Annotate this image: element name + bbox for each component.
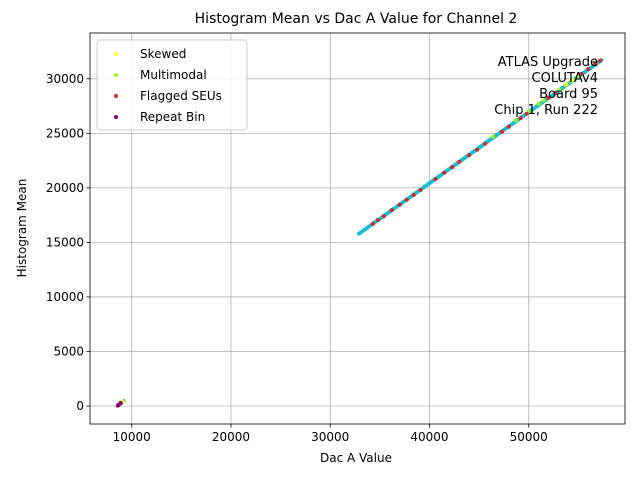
point-multimodal	[575, 74, 580, 79]
point-multimodal	[536, 101, 541, 106]
y-tick-label: 5000	[53, 344, 84, 358]
legend-label-repeat-bin: Repeat Bin	[140, 110, 205, 124]
legend: Skewed Multimodal Flagged SEUs Repeat Bin	[96, 39, 248, 131]
point-flagged-seus	[381, 214, 386, 219]
y-tick-label: 30000	[46, 72, 84, 86]
point-flagged-seus	[546, 95, 551, 100]
y-axis-label: Histogram Mean	[15, 179, 29, 278]
point-flagged-seus	[450, 165, 455, 170]
point-flagged-seus	[375, 218, 380, 223]
point-flagged-seus	[475, 147, 480, 152]
point-flagged-seus	[593, 62, 598, 67]
point-multimodal	[541, 98, 546, 103]
y-tick-label: 20000	[46, 181, 84, 195]
legend-marker-skewed	[114, 52, 118, 56]
y-tick-label: 10000	[46, 290, 84, 304]
legend-label-flagged-seus: Flagged SEUs	[140, 89, 222, 103]
point-repeat-bin	[118, 401, 123, 406]
point-multimodal	[557, 87, 562, 92]
point-skewed	[564, 82, 569, 87]
point-flagged-seus	[389, 208, 394, 213]
point-flagged-seus	[518, 116, 523, 121]
point-flagged-seus	[433, 177, 438, 182]
annotation-line: ATLAS Upgrade	[498, 55, 598, 70]
point-flagged-seus	[579, 71, 584, 76]
point-flagged-seus	[404, 197, 409, 202]
y-tick-label: 0	[76, 399, 84, 413]
y-tick-label: 25000	[46, 126, 84, 140]
legend-label-multimodal: Multimodal	[140, 68, 207, 82]
annotation-line: COLUTAv4	[532, 71, 598, 86]
point-flagged-seus	[442, 170, 447, 175]
y-tick-label: 15000	[46, 235, 84, 249]
point-flagged-seus	[418, 188, 423, 193]
point-flagged-seus	[467, 153, 472, 158]
point-flagged-seus	[499, 129, 504, 134]
chart-title: Histogram Mean vs Dac A Value for Channe…	[195, 11, 518, 27]
plot-frame	[89, 32, 626, 425]
legend-label-skewed: Skewed	[140, 47, 186, 61]
x-axis-label: Dac A Value	[320, 451, 392, 465]
legend-box	[96, 39, 248, 131]
x-tick-label: 50000	[510, 430, 548, 444]
legend-marker-flagged-seus	[114, 94, 118, 98]
point-multimodal	[513, 118, 518, 123]
annotation-line: Chip 1, Run 222	[494, 103, 598, 118]
point-flagged-seus	[483, 141, 488, 146]
point-flagged-seus	[506, 124, 511, 129]
x-tick-label: 20000	[212, 430, 250, 444]
x-tick-label: 40000	[410, 430, 448, 444]
legend-marker-repeat-bin	[114, 115, 118, 119]
x-tick-label: 30000	[311, 430, 349, 444]
grid	[90, 33, 625, 424]
point-flagged-seus	[598, 58, 603, 63]
point-flagged-seus	[524, 111, 529, 116]
point-flagged-seus	[411, 192, 416, 197]
annotation-line: Board 95	[539, 87, 598, 102]
series-points	[115, 58, 603, 408]
point-multimodal	[490, 134, 495, 139]
x-axis-ticks: 10000 20000 30000 40000 50000	[113, 424, 548, 444]
point-flagged-seus	[586, 66, 591, 71]
legend-marker-multimodal	[114, 73, 118, 77]
point-flagged-seus	[370, 221, 375, 226]
point-flagged-seus	[457, 159, 462, 164]
point-flagged-seus	[553, 90, 558, 95]
y-axis-ticks: 0 5000 10000 15000 20000 25000 30000	[46, 72, 90, 413]
x-tick-label: 10000	[113, 430, 151, 444]
point-flagged-seus	[397, 202, 402, 207]
point-skewed	[570, 77, 575, 82]
